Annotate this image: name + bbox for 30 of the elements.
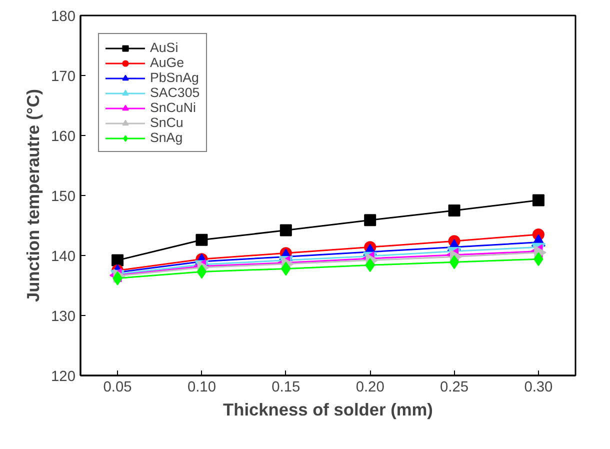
x-tick-label: 0.05 bbox=[103, 380, 132, 396]
x-tick-label: 0.10 bbox=[187, 380, 216, 396]
legend-label: AuSi bbox=[150, 40, 178, 55]
y-tick-label: 180 bbox=[51, 9, 76, 25]
legend-label: SnCuNi bbox=[150, 100, 196, 115]
x-tick-label: 0.15 bbox=[272, 380, 300, 396]
y-tick-label: 170 bbox=[51, 69, 76, 85]
point bbox=[112, 254, 124, 266]
point bbox=[280, 224, 292, 236]
legend-label: SnCu bbox=[150, 115, 184, 130]
legend-label: AuGe bbox=[150, 55, 184, 70]
y-axis-title: Junction temperautre (°C) bbox=[23, 89, 44, 302]
y-tick-label: 140 bbox=[51, 249, 76, 265]
x-tick-label: 0.30 bbox=[524, 380, 553, 396]
point bbox=[364, 214, 376, 226]
y-tick-label: 150 bbox=[51, 189, 76, 205]
point bbox=[532, 194, 544, 206]
point bbox=[448, 204, 460, 216]
y-tick-label: 120 bbox=[51, 369, 76, 385]
point bbox=[449, 255, 460, 270]
legend-label: PbSnAg bbox=[150, 70, 199, 85]
y-tick-label: 130 bbox=[51, 309, 76, 325]
x-tick-label: 0.20 bbox=[356, 380, 384, 396]
y-tick-label: 160 bbox=[51, 129, 76, 145]
point bbox=[196, 234, 208, 246]
legend-label: SAC305 bbox=[150, 85, 200, 100]
legend-label: SnAg bbox=[150, 130, 183, 145]
point bbox=[196, 264, 207, 279]
x-axis-title: Thickness of solder (mm) bbox=[223, 400, 433, 420]
x-tick-label: 0.25 bbox=[440, 380, 469, 396]
